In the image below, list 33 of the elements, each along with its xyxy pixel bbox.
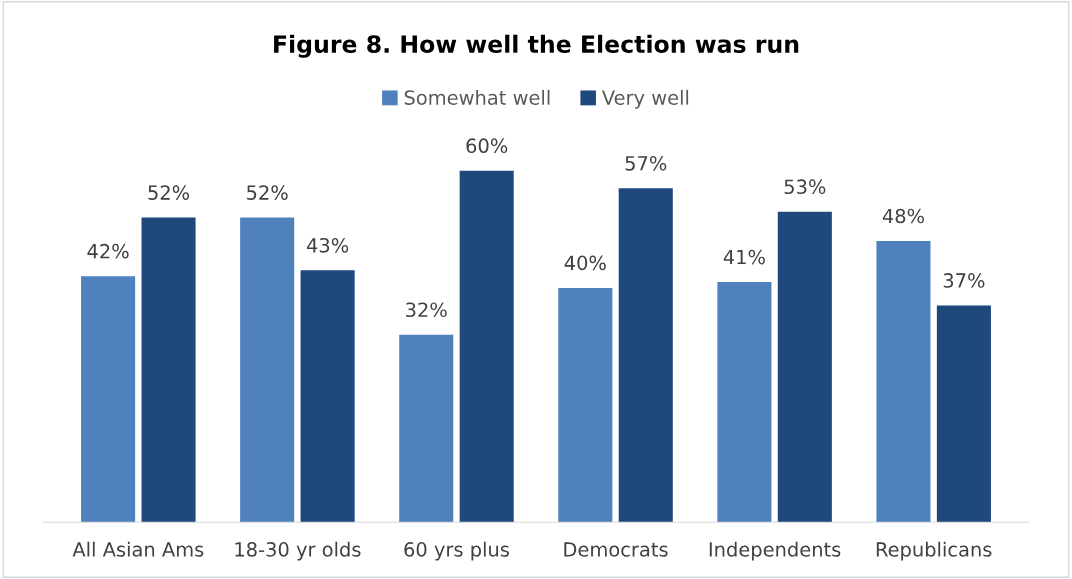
data-label: 43% bbox=[306, 237, 349, 253]
data-label: 32% bbox=[406, 302, 447, 318]
data-label: 60% bbox=[466, 138, 508, 154]
bar bbox=[459, 170, 514, 523]
x-tick-label: 18-30 yr olds bbox=[235, 541, 361, 561]
legend-label: Very well bbox=[601, 89, 689, 109]
bar bbox=[717, 282, 772, 523]
bar bbox=[618, 188, 673, 523]
bar bbox=[300, 270, 355, 523]
x-tick-label: 60 yrs plus bbox=[404, 541, 509, 561]
x-tick-label: Republicans bbox=[876, 541, 992, 561]
data-label: 41% bbox=[723, 249, 765, 265]
data-label: 57% bbox=[625, 155, 667, 171]
legend-label: Somewhat well bbox=[404, 89, 550, 105]
x-tick-label: All Asian Ams bbox=[72, 541, 204, 557]
bar bbox=[399, 334, 454, 523]
data-label: 40% bbox=[564, 255, 606, 271]
data-label: 42% bbox=[87, 243, 129, 259]
bar bbox=[558, 287, 613, 523]
x-tick-label: Democrats bbox=[564, 542, 668, 557]
data-label: 53% bbox=[784, 179, 826, 195]
data-label: 52% bbox=[148, 185, 190, 200]
data-label: 52% bbox=[247, 185, 288, 200]
x-tick-label: Independents bbox=[709, 541, 841, 561]
bar bbox=[240, 217, 295, 523]
data-label: 37% bbox=[943, 273, 985, 288]
bar bbox=[81, 276, 136, 523]
bar bbox=[876, 241, 931, 523]
chart-title: Figure 8. How well the Election was run bbox=[274, 34, 799, 58]
bar bbox=[936, 305, 991, 523]
bar bbox=[777, 211, 832, 523]
data-label: 48% bbox=[882, 208, 924, 224]
bar bbox=[141, 217, 196, 523]
